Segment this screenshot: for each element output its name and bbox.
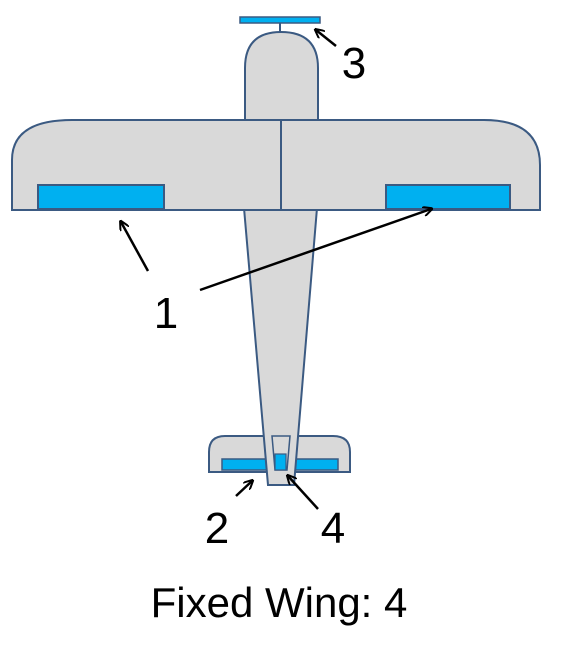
arrow-rudder	[288, 476, 319, 510]
propeller	[239, 16, 321, 24]
label-ailerons: 1	[154, 289, 178, 338]
aileron-left	[37, 184, 165, 210]
elevator-right	[290, 458, 339, 471]
diagram-caption: Fixed Wing: 4	[151, 579, 408, 626]
label-rudder: 4	[321, 504, 345, 553]
elevator-left	[221, 458, 271, 471]
arrow-elevator	[235, 481, 252, 497]
fuselage-nose	[244, 30, 319, 123]
arrow-aileron-right	[199, 209, 431, 292]
arrow-aileron-left	[121, 222, 150, 272]
rudder	[274, 453, 287, 471]
label-propeller: 3	[342, 39, 366, 88]
label-elevator: 2	[205, 504, 229, 553]
arrow-propeller	[316, 30, 337, 47]
aileron-right	[385, 184, 511, 210]
